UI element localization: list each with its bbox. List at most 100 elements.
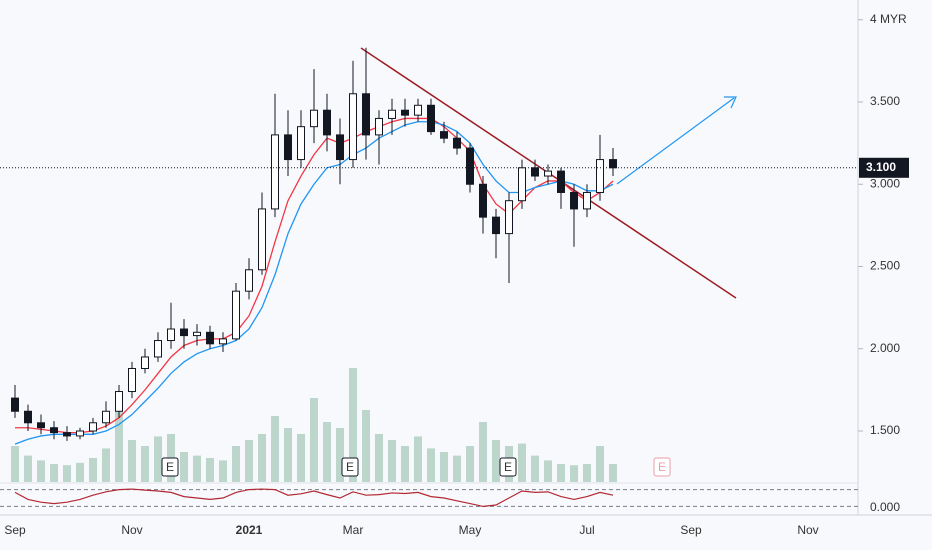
volume-bar: [557, 464, 565, 482]
volume-bar: [362, 410, 370, 482]
volume-bar: [141, 446, 149, 482]
volume-bar: [518, 443, 526, 482]
volume-bar: [388, 440, 396, 482]
volume-bar: [583, 464, 591, 482]
x-tick-label: 2021: [236, 523, 263, 537]
candle-body: [50, 427, 58, 434]
volume-bar: [323, 422, 331, 482]
candle-body: [271, 134, 279, 210]
candle-body: [284, 134, 292, 161]
volume-bar: [271, 416, 279, 482]
candle-body: [310, 109, 318, 128]
volume-bar: [492, 440, 500, 482]
candle-body: [544, 170, 552, 177]
moving-average: [14, 121, 614, 445]
y-tick-label: 3.000: [870, 176, 900, 190]
candle-body: [154, 340, 162, 358]
y-tick-label: 3.500: [870, 94, 900, 108]
candle-body: [245, 269, 253, 292]
volume-bar: [193, 455, 201, 482]
candle-body: [388, 109, 396, 119]
volume-bar: [115, 410, 123, 482]
y-tick-label: 4 MYR: [870, 12, 907, 26]
x-tick-label: Mar: [343, 523, 364, 537]
candle-body: [89, 422, 97, 432]
labels: 4 MYR 3.500 3.000 2.500 2.000 1.500 Sep Nov 2021…: [4, 12, 909, 537]
candle-body: [518, 167, 526, 202]
candle-body: [427, 104, 435, 133]
candle-body: [63, 432, 71, 437]
projection-arrow: [616, 97, 735, 185]
volume-bar: [596, 446, 604, 482]
candle-body: [37, 422, 45, 429]
volume-bar: [76, 462, 84, 482]
event-label: E: [166, 460, 174, 474]
candle-body: [583, 191, 591, 210]
volume-bar: [570, 465, 578, 482]
x-tick-label: Jul: [579, 523, 594, 537]
candle-body: [297, 126, 305, 161]
marks: [0, 47, 858, 508]
event-label: E: [346, 460, 354, 474]
oscillator-tick-label: 0.000: [870, 500, 900, 514]
event-marker: [161, 457, 179, 477]
candle-body: [141, 356, 149, 369]
x-tick-label: May: [459, 523, 482, 537]
x-tick-label: Sep: [680, 523, 702, 537]
candle-body: [193, 331, 201, 337]
volume-bar: [24, 455, 32, 482]
candle-body: [232, 290, 240, 340]
candle-body: [219, 338, 227, 345]
candle-body: [167, 328, 175, 342]
candle-body: [609, 159, 617, 169]
volume-bar: [206, 458, 214, 482]
volume-bar: [284, 428, 292, 482]
candle-body: [531, 167, 539, 177]
volume-bar: [11, 446, 19, 482]
candle-body: [466, 147, 474, 185]
y-tick-label: 2.000: [870, 341, 900, 355]
event-label: E: [658, 460, 666, 474]
x-tick-label: Sep: [4, 523, 26, 537]
event-label: E: [504, 460, 512, 474]
candle-body: [505, 200, 513, 235]
arrow-head: [724, 96, 737, 109]
event-marker: [341, 457, 359, 477]
oscillator-line: [14, 488, 614, 508]
candle-body: [258, 208, 266, 271]
volume-bar: [609, 464, 617, 482]
volume-bar: [310, 398, 318, 482]
volume-bar: [297, 434, 305, 482]
y-tick-label: 1.500: [870, 423, 900, 437]
candle-body: [401, 109, 409, 116]
volume-bar: [50, 464, 58, 482]
candle-body: [453, 137, 461, 149]
candle-body: [115, 391, 123, 412]
candle-body: [323, 109, 331, 136]
volume-bar: [453, 455, 461, 482]
volume-bar: [180, 452, 188, 482]
volume-bar: [37, 460, 45, 482]
candle-body: [557, 170, 565, 193]
volume-bar: [401, 446, 409, 482]
candle-body: [128, 367, 136, 393]
candle-body: [492, 216, 500, 235]
candle-body: [414, 104, 422, 116]
candle-body: [336, 134, 344, 161]
volume-bar: [128, 440, 136, 482]
volume-bar: [375, 434, 383, 482]
candle-body: [479, 183, 487, 218]
candle-body: [11, 397, 19, 412]
candle-body: [596, 159, 604, 193]
volume-bar: [466, 446, 474, 482]
volume-bar: [102, 448, 110, 482]
volume-bar: [63, 465, 71, 482]
candle-body: [76, 430, 84, 437]
last-price-label: 3.100: [866, 160, 896, 174]
volume-bar: [531, 455, 539, 482]
candle-body: [206, 331, 214, 345]
volume-bar: [414, 436, 422, 482]
volume-bar: [258, 434, 266, 482]
x-tick-label: Nov: [121, 523, 142, 537]
moving-average: [15, 117, 614, 434]
